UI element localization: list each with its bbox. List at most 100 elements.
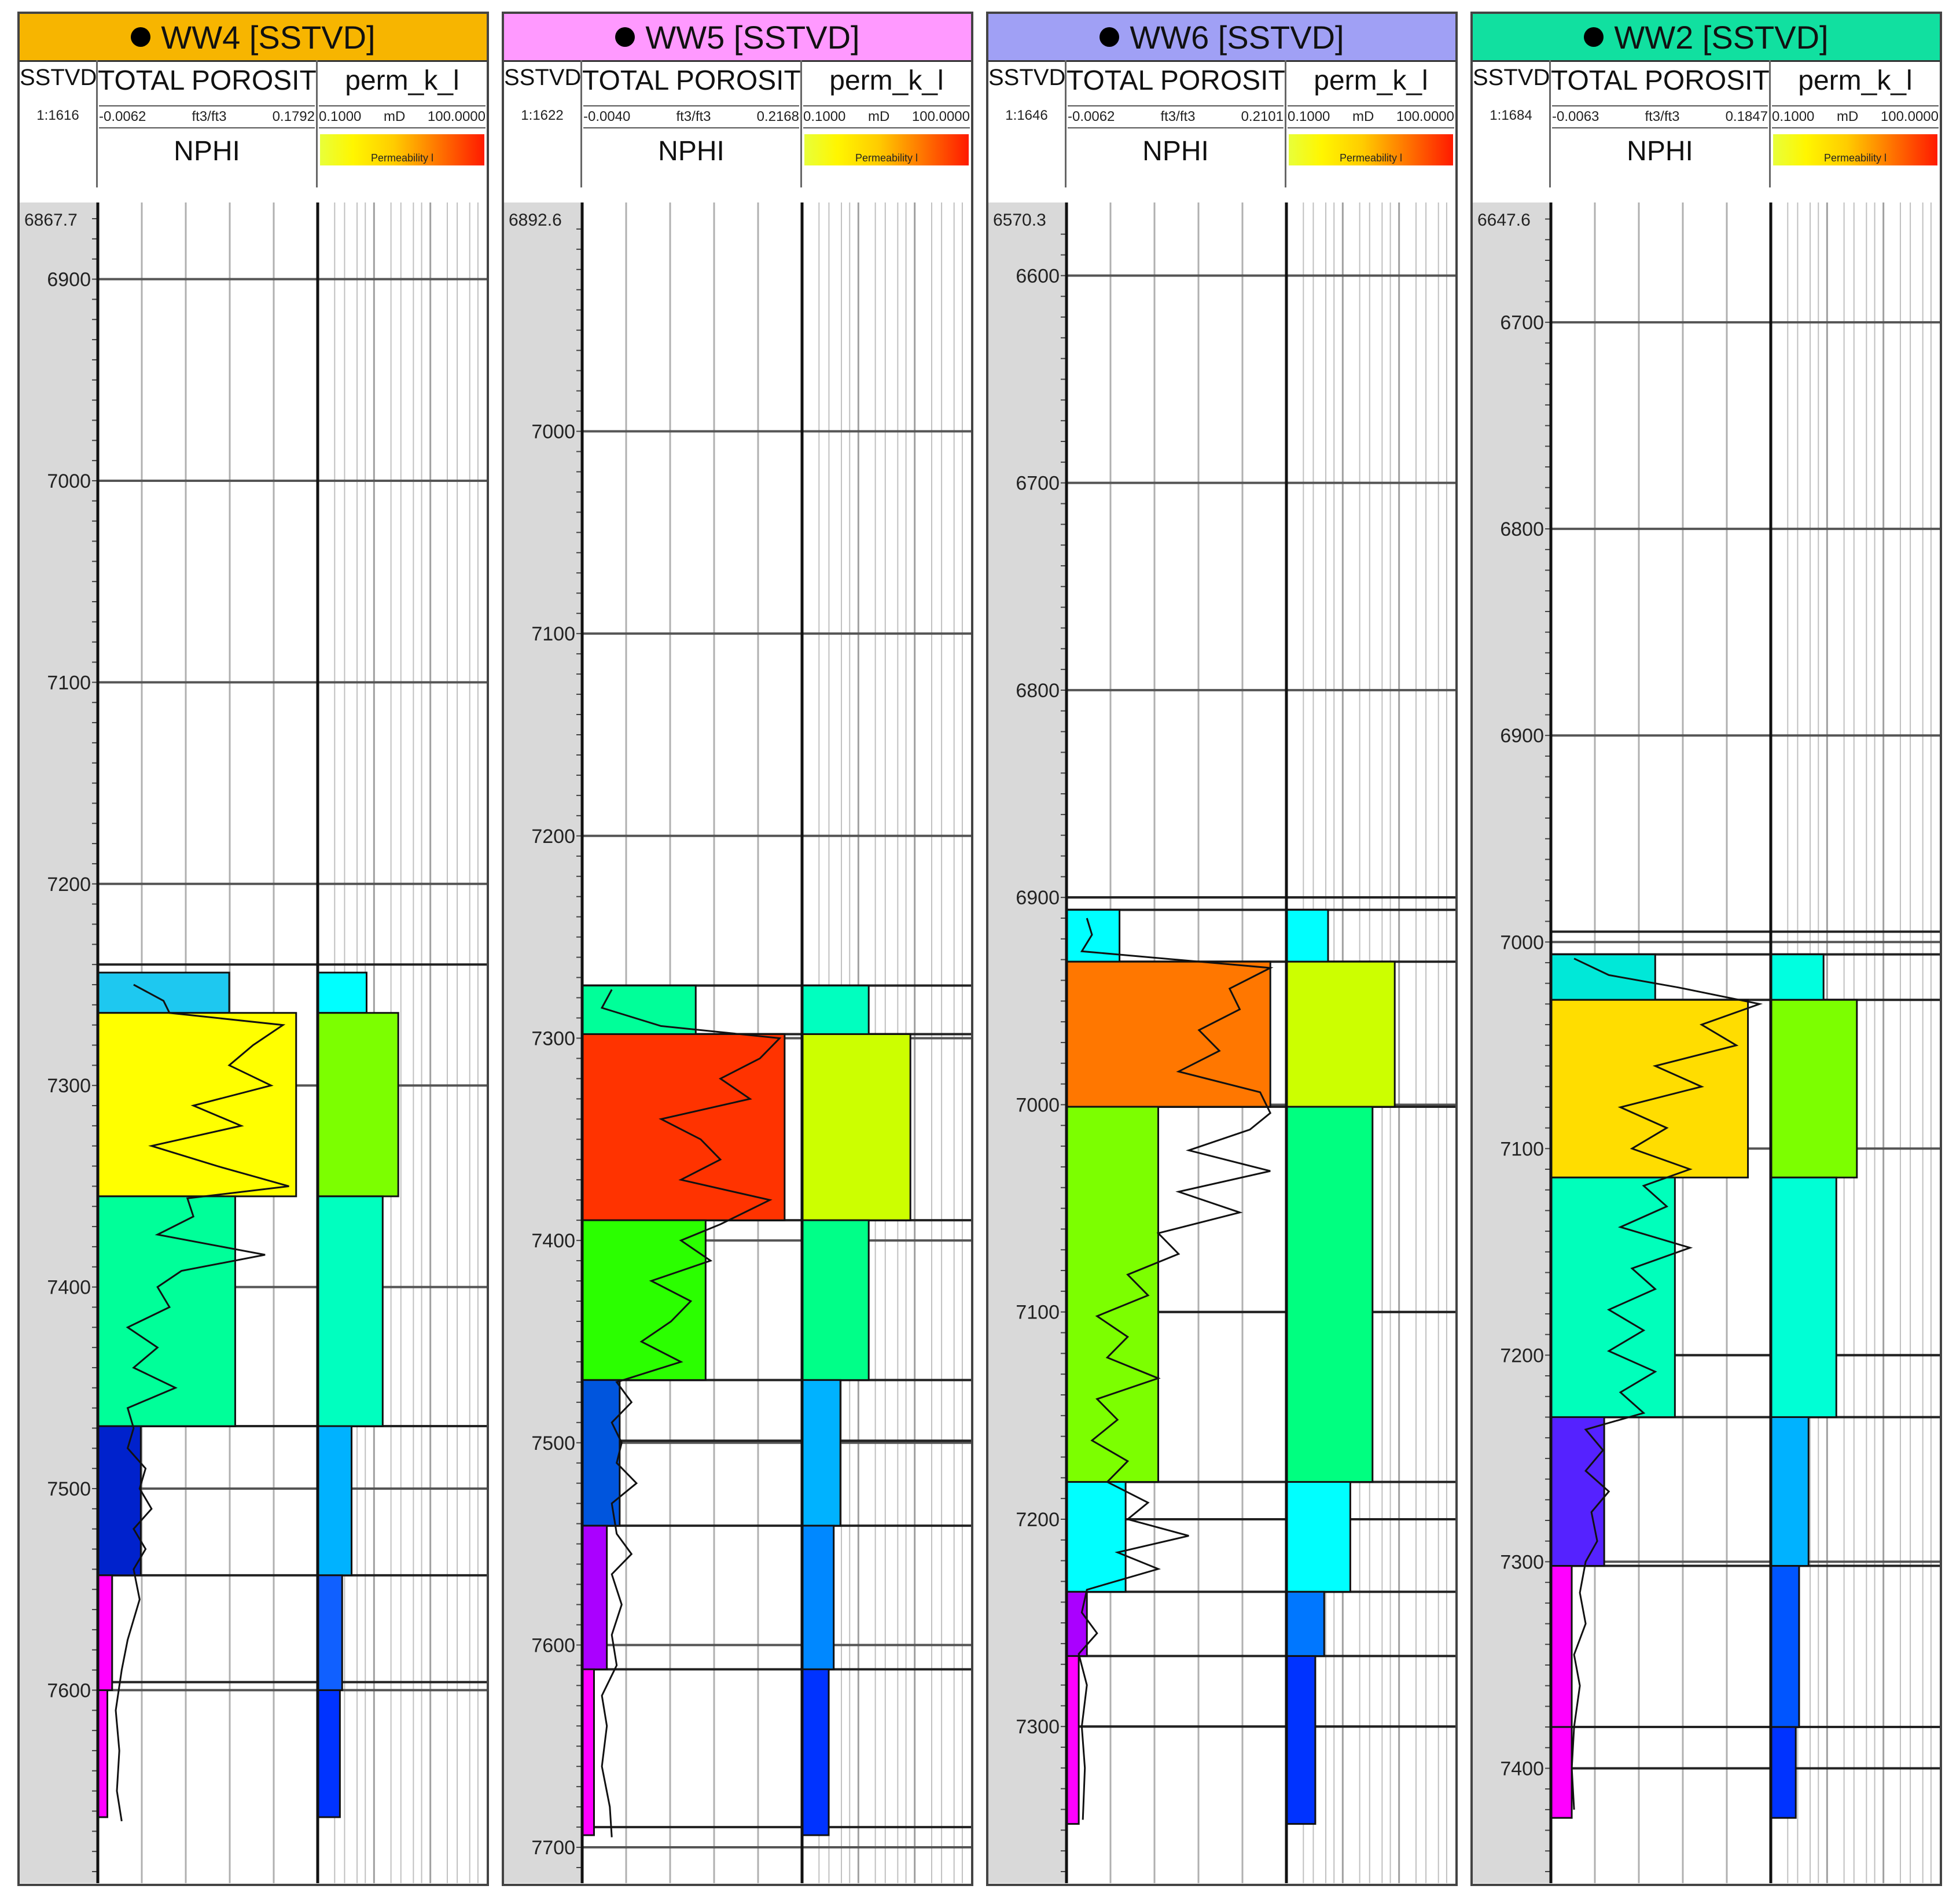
top-depth-label: 6570.3 xyxy=(993,211,1046,230)
track-header: SSTVD 1:1622 TOTAL POROSITY -0.0040 ft3/ft3 0… xyxy=(504,60,971,187)
porosity-zone-fill xyxy=(97,1574,113,1691)
depth-ratio: 1:1684 xyxy=(1490,108,1532,123)
porosity-zone-fill xyxy=(581,1524,608,1670)
porosity-curve-name: NPHI xyxy=(1627,136,1693,167)
depth-tick-label: 7000 xyxy=(47,470,91,492)
well-title-text: WW6 [SSTVD] xyxy=(1130,19,1344,56)
log-track-ww4: 6900 7000 7100 7200 7300 7400 7500 7600 6867.7 xyxy=(20,202,487,1883)
depth-column xyxy=(20,202,98,1883)
porosity-scale: -0.0062 ft3/ft3 0.2101 xyxy=(1068,105,1284,128)
depth-header: SSTVD 1:1616 xyxy=(20,60,98,187)
porosity-curve-name: NPHI xyxy=(658,136,725,167)
perm-max: 100.0000 xyxy=(427,109,486,124)
perm-zone-fill xyxy=(317,1689,341,1818)
porosity-zone-fill xyxy=(97,1195,236,1427)
depth-tick-label: 7200 xyxy=(47,874,91,896)
perm-zone-fill xyxy=(1285,1590,1325,1657)
porosity-max: 0.2168 xyxy=(756,109,799,124)
porosity-zone-fill xyxy=(581,1379,621,1527)
perm-min: 0.1000 xyxy=(1772,109,1815,124)
porosity-max: 0.2101 xyxy=(1241,109,1284,124)
perm-scale: 0.1000 mD 100.0000 xyxy=(1288,105,1454,128)
depth-tick-label: 6800 xyxy=(1016,680,1060,702)
porosity-unit: ft3/ft3 xyxy=(1645,109,1680,124)
perm-zone-fill xyxy=(1285,960,1396,1108)
porosity-zone-fill xyxy=(581,1219,707,1381)
porosity-unit: ft3/ft3 xyxy=(676,109,711,124)
porosity-zone-fill xyxy=(1550,953,1656,1001)
depth-tick-label: 7000 xyxy=(531,421,575,443)
porosity-col-name: TOTAL POROSITY xyxy=(1067,65,1286,96)
porosity-zone-fill xyxy=(1065,1480,1127,1593)
depth-tick-label: 7300 xyxy=(47,1075,91,1097)
perm-zone-fill xyxy=(801,1379,841,1527)
perm-max: 100.0000 xyxy=(911,109,970,124)
porosity-unit: ft3/ft3 xyxy=(1160,109,1196,124)
porosity-header: TOTAL POROSITY -0.0062 ft3/ft3 0.2101 NPHI xyxy=(1067,60,1286,187)
perm-col-name: perm_k_l xyxy=(829,65,944,96)
perm-scale: 0.1000 mD 100.0000 xyxy=(319,105,486,128)
well-title-text: WW2 [SSTVD] xyxy=(1614,19,1829,56)
depth-ratio: 1:1616 xyxy=(36,108,79,123)
depth-tick-label: 7200 xyxy=(1500,1345,1544,1367)
porosity-unit: ft3/ft3 xyxy=(192,109,227,124)
well-panel-ww2: WW2 [SSTVD] SSTVD 1:1684 TOTAL POROSITY -0.0… xyxy=(1470,12,1942,1886)
perm-zone-fill xyxy=(1770,953,1825,1001)
depth-tick-label: 7500 xyxy=(47,1478,91,1500)
porosity-col-name: TOTAL POROSITY xyxy=(1551,65,1771,96)
perm-col-name: perm_k_l xyxy=(1798,65,1913,96)
depth-tick-label: 6900 xyxy=(1500,725,1544,747)
depth-tick-label: 6900 xyxy=(47,269,91,291)
well-marker-icon xyxy=(615,27,635,47)
perm-zone-fill xyxy=(1770,1176,1837,1418)
depth-ratio: 1:1622 xyxy=(521,108,564,123)
perm-legend-label: Permeability l xyxy=(370,152,434,164)
perm-legend-label: Permeability l xyxy=(1339,152,1403,164)
porosity-zone-fill xyxy=(1065,1655,1080,1825)
perm-color-legend: Permeability l xyxy=(804,134,969,165)
porosity-zone-fill xyxy=(1550,1176,1676,1418)
perm-col-name: perm_k_l xyxy=(1314,65,1428,96)
depth-column xyxy=(504,202,582,1883)
depth-column xyxy=(988,202,1067,1883)
depth-col-name: SSTVD xyxy=(504,65,582,90)
perm-scale: 0.1000 mD 100.0000 xyxy=(803,105,970,128)
porosity-min: -0.0040 xyxy=(583,109,631,124)
log-track-ww6: 6600 6700 6800 6900 7000 7100 7200 7300 6570.3 xyxy=(988,202,1455,1883)
depth-tick-label: 6900 xyxy=(1016,887,1060,909)
permeability-header: perm_k_l 0.1000 mD 100.0000 Permeability l xyxy=(1771,60,1940,187)
top-depth-label: 6892.6 xyxy=(509,211,562,230)
perm-zone-fill xyxy=(1285,1655,1317,1825)
well-title-ww2: WW2 [SSTVD] xyxy=(1473,14,1940,62)
log-track-ww2: 6700 6800 6900 7000 7100 7200 7300 7400 6647.6 xyxy=(1473,202,1940,1883)
perm-zone-fill xyxy=(1285,909,1329,963)
perm-zone-fill xyxy=(1770,999,1858,1178)
depth-tick-label: 7400 xyxy=(47,1277,91,1299)
porosity-curve-name: NPHI xyxy=(1142,136,1209,167)
porosity-col-name: TOTAL POROSITY xyxy=(98,65,318,96)
porosity-zone-fill xyxy=(581,1668,595,1836)
well-marker-icon xyxy=(1099,27,1120,47)
porosity-scale: -0.0063 ft3/ft3 0.1847 xyxy=(1552,105,1768,128)
depth-header: SSTVD 1:1622 xyxy=(504,60,582,187)
well-marker-icon xyxy=(131,27,151,47)
well-marker-icon xyxy=(1584,27,1604,47)
track-header: SSTVD 1:1616 TOTAL POROSITY -0.0062 ft3/ft3 0… xyxy=(20,60,487,187)
perm-unit: mD xyxy=(383,109,406,124)
depth-tick-label: 7000 xyxy=(1016,1094,1060,1116)
log-track-ww5: 7000 7100 7200 7300 7400 7500 7600 7700 6892.6 xyxy=(504,202,971,1883)
top-depth-label: 6647.6 xyxy=(1477,211,1531,230)
perm-unit: mD xyxy=(867,109,890,124)
nphi-curve xyxy=(600,989,782,1837)
perm-max: 100.0000 xyxy=(1880,109,1939,124)
perm-zone-fill xyxy=(1285,1106,1374,1483)
perm-min: 0.1000 xyxy=(319,109,362,124)
porosity-header: TOTAL POROSITY -0.0062 ft3/ft3 0.1792 NPHI xyxy=(98,60,318,187)
porosity-col-name: TOTAL POROSITY xyxy=(582,65,802,96)
depth-tick-label: 7300 xyxy=(1500,1551,1544,1573)
nphi-curve xyxy=(1078,918,1274,1820)
depth-tick-label: 7400 xyxy=(1500,1758,1544,1780)
well-panel-ww5: WW5 [SSTVD] SSTVD 1:1622 TOTAL POROSITY -0.0… xyxy=(502,12,973,1886)
porosity-curve-name: NPHI xyxy=(174,136,240,167)
perm-max: 100.0000 xyxy=(1396,109,1454,124)
